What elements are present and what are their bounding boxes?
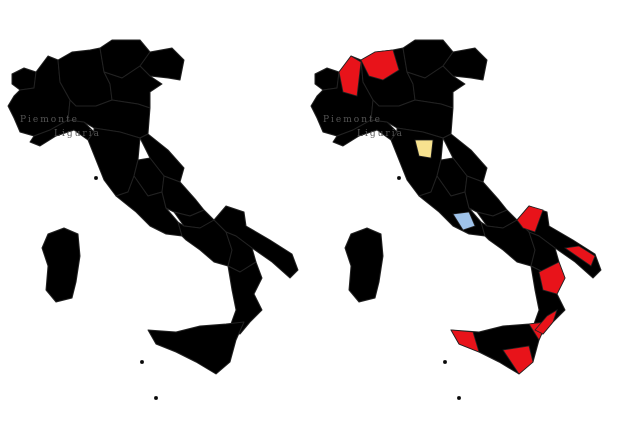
- label-liguria: Liguria: [357, 129, 404, 139]
- red-areas-puglia: [516, 205, 596, 267]
- red-areas-piemonte: [338, 55, 362, 97]
- label-piemonte: Piemonte: [323, 115, 382, 125]
- label-piemonte: Piemonte: [20, 115, 79, 125]
- red-areas-calabria: [534, 261, 566, 335]
- toscana-yellow-area: [414, 139, 434, 159]
- map-regions-right: .right .c-aosta,.right .c-trentino{fill:…: [310, 39, 602, 400]
- lazio-blue-area: [452, 211, 476, 231]
- red-areas-north: [360, 49, 400, 81]
- map-regions-left: .left .c-aosta,.left .c-trentino,.left .…: [7, 39, 299, 400]
- label-liguria: Liguria: [54, 129, 101, 139]
